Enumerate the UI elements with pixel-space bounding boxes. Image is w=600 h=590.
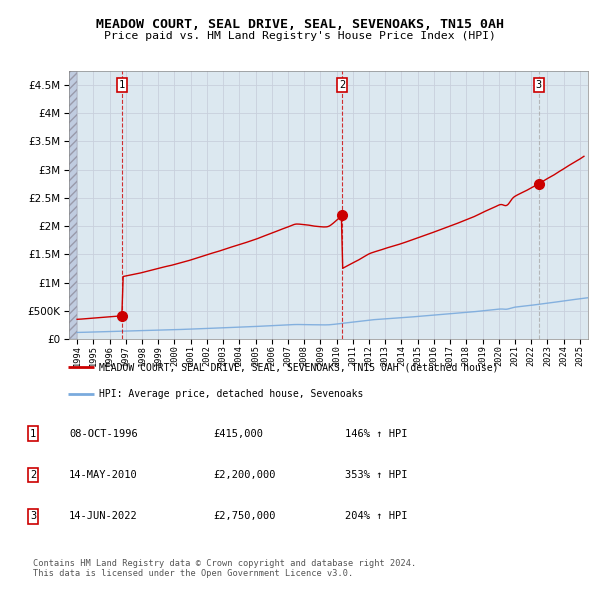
Text: 146% ↑ HPI: 146% ↑ HPI (345, 429, 407, 438)
Text: 3: 3 (30, 512, 36, 521)
Text: 3: 3 (535, 80, 542, 90)
Text: 2: 2 (340, 80, 346, 90)
Text: MEADOW COURT, SEAL DRIVE, SEAL, SEVENOAKS, TN15 0AH (detached house): MEADOW COURT, SEAL DRIVE, SEAL, SEVENOAK… (100, 362, 499, 372)
Text: MEADOW COURT, SEAL DRIVE, SEAL, SEVENOAKS, TN15 0AH: MEADOW COURT, SEAL DRIVE, SEAL, SEVENOAK… (96, 18, 504, 31)
Text: HPI: Average price, detached house, Sevenoaks: HPI: Average price, detached house, Seve… (100, 389, 364, 399)
Text: 08-OCT-1996: 08-OCT-1996 (69, 429, 138, 438)
Bar (69, 71, 77, 339)
Text: Price paid vs. HM Land Registry's House Price Index (HPI): Price paid vs. HM Land Registry's House … (104, 31, 496, 41)
Text: Contains HM Land Registry data © Crown copyright and database right 2024.
This d: Contains HM Land Registry data © Crown c… (33, 559, 416, 578)
Text: £2,200,000: £2,200,000 (213, 470, 275, 480)
Text: £2,750,000: £2,750,000 (213, 512, 275, 521)
Text: 204% ↑ HPI: 204% ↑ HPI (345, 512, 407, 521)
Text: 14-JUN-2022: 14-JUN-2022 (69, 512, 138, 521)
Text: 1: 1 (30, 429, 36, 438)
Text: £415,000: £415,000 (213, 429, 263, 438)
Text: 1: 1 (119, 80, 125, 90)
Text: 14-MAY-2010: 14-MAY-2010 (69, 470, 138, 480)
Text: 2: 2 (30, 470, 36, 480)
Text: 353% ↑ HPI: 353% ↑ HPI (345, 470, 407, 480)
